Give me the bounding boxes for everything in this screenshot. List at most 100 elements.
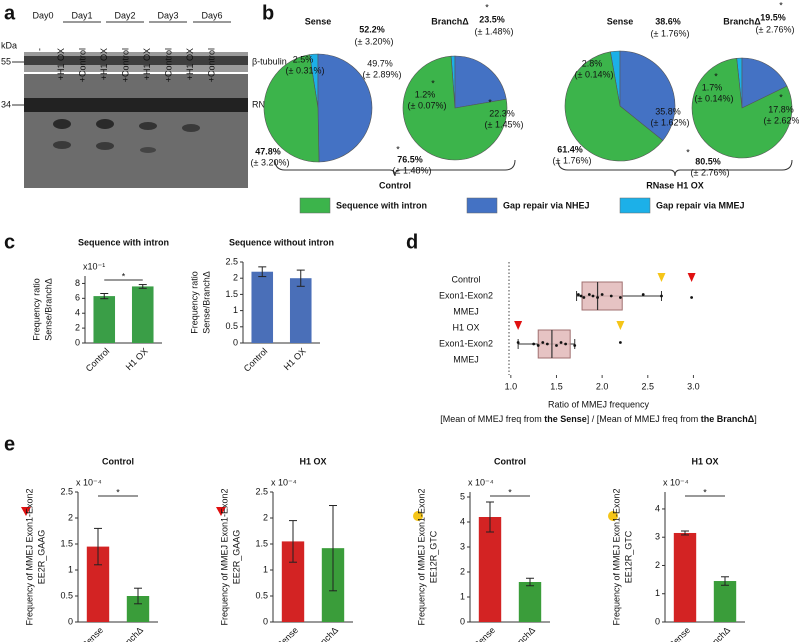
error-label: (± 2.76%) [691, 167, 730, 177]
lane-label: +Control [77, 48, 87, 82]
y-tick-label: 1 [655, 588, 660, 598]
data-point [618, 296, 622, 299]
x-axis-label: [Mean of MMEJ freq from the Sense] / [Me… [440, 414, 757, 424]
data-point [555, 344, 558, 347]
blot-band [139, 122, 157, 130]
value-label: 61.4% [557, 144, 583, 154]
data-point [516, 341, 520, 344]
y-axis-label: Frequency of MMEJ Exon1-Exon2 [219, 488, 229, 625]
significance: * [122, 271, 126, 281]
error-label: (± 2.62%) [764, 115, 799, 125]
value-label: 2.5% [293, 54, 314, 64]
y-axis-label: EE12R_GTC [623, 530, 633, 583]
x-tick-label: 2.5 [642, 381, 655, 391]
annotation: 52.2% [359, 24, 385, 34]
data-point [600, 293, 604, 296]
value-label: 80.5% [695, 156, 721, 166]
marker [616, 321, 625, 330]
day-label: Day6 [201, 10, 222, 20]
value-label: 17.8% [768, 104, 794, 114]
size-label: 55 [1, 56, 11, 66]
y-tick-label: 8 [75, 278, 80, 288]
blot-band [182, 124, 200, 132]
y-tick-label: 6 [75, 293, 80, 303]
lane-label: +H1 OX [185, 48, 195, 80]
panel-label: d [406, 231, 418, 253]
western-blot [24, 52, 248, 188]
blot-strip [24, 74, 248, 188]
day-label: Day1 [71, 10, 92, 20]
marker [514, 321, 523, 330]
x-axis-label: Ratio of MMEJ frequency [548, 399, 650, 409]
error-label: (± 1.45%) [485, 119, 524, 129]
annotation-error: (± 1.48%) [475, 26, 514, 36]
row-label: MMEJ [453, 306, 479, 316]
y-tick-label: 2.5 [225, 256, 238, 266]
y-axis-label: Frequency of MMEJ Exon1-Exon2 [416, 488, 426, 625]
box [581, 281, 623, 311]
marker [687, 273, 696, 282]
value-label: 49.7% [367, 58, 393, 68]
blot-band [53, 119, 71, 129]
error-label: (± 0.07%) [408, 100, 447, 110]
y-axis-label: Sense/BranchΔ [43, 278, 53, 341]
x-tick-label: H1 OX [282, 346, 308, 372]
error-label: (± 1.76%) [553, 155, 592, 165]
x-tick-label: BranchΔ [309, 625, 340, 642]
x-tick-label: BranchΔ [701, 625, 732, 642]
legend-label: Sequence with intron [336, 200, 427, 210]
pie-slice [564, 51, 664, 162]
value-label: 76.5% [397, 154, 423, 164]
annotation: 19.5% [760, 12, 786, 22]
significance: * [488, 97, 492, 107]
x-tick-label: Control [84, 346, 112, 374]
y-tick-label: 1 [68, 564, 73, 574]
group-label: Control [379, 180, 411, 190]
pie-slice [454, 55, 507, 109]
lane-label: +H1 OX [99, 48, 109, 80]
day-label: Day2 [114, 10, 135, 20]
significance: * [779, 0, 783, 10]
y-tick-label: 0 [655, 616, 660, 626]
group-label: RNase H1 OX [646, 180, 704, 190]
y-axis-label: Frequency of MMEJ Exon1-Exon2 [611, 488, 621, 625]
bar [478, 517, 502, 622]
pie-title: BranchΔ [723, 16, 761, 26]
y-tick-label: 3 [460, 541, 465, 551]
x-axis-label-part: ] / [Mean of MMEJ freq from [587, 414, 701, 424]
pie-slice [317, 53, 373, 163]
chart-title: Sequence with intron [78, 237, 169, 247]
legend-swatch [299, 197, 331, 214]
y-tick-label: 4 [75, 308, 80, 318]
row-label: Exon1-Exon2 [439, 338, 493, 348]
y-tick-label: 0.5 [60, 590, 73, 600]
bar [131, 286, 154, 343]
x-tick-label: 3.0 [687, 381, 700, 391]
row-label: Exon1-Exon2 [439, 290, 493, 300]
value-label: 2.8% [582, 58, 603, 68]
x-tick-label: 1.0 [505, 381, 518, 391]
error-label: (± 0.31%) [286, 65, 325, 75]
y-axis-label: EE2R_GAAG [231, 530, 241, 585]
significance: * [485, 2, 489, 12]
y-tick-label: 0 [233, 337, 238, 347]
significance: * [779, 92, 783, 102]
y-tick-label: 0 [460, 616, 465, 626]
data-point [660, 294, 663, 298]
pie-slice [741, 57, 788, 109]
y-tick-label: 0 [68, 616, 73, 626]
significance: * [714, 71, 718, 81]
data-point [641, 293, 645, 296]
blot-band [96, 142, 114, 150]
annotation-error: (± 2.76%) [756, 24, 795, 34]
pie-slice [619, 50, 676, 141]
bar [713, 581, 737, 622]
lane-label: - [34, 48, 44, 51]
row-label: MMEJ [453, 354, 479, 364]
y-tick-label: 1.5 [255, 538, 268, 548]
y-tick-label: 2 [68, 512, 73, 522]
unit-label: kDa [1, 40, 17, 50]
legend-label: Gap repair via NHEJ [503, 200, 590, 210]
blot-band [53, 141, 71, 149]
